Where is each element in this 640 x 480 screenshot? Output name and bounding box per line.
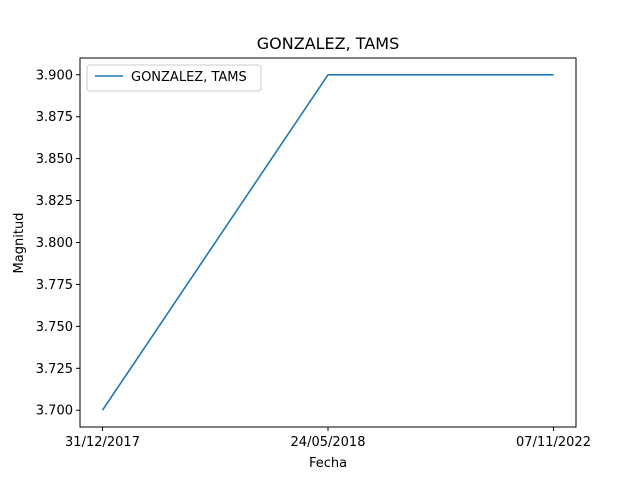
x-axis-label: Fecha — [309, 456, 347, 471]
legend: GONZALEZ, TAMS — [86, 64, 262, 92]
y-tick-label: 3.750 — [36, 320, 73, 335]
y-tick-label: 3.850 — [36, 152, 73, 167]
legend-box — [86, 64, 262, 92]
series-layer — [101, 73, 554, 411]
y-tick-label: 3.725 — [36, 362, 73, 377]
legend-label: GONZALEZ, TAMS — [131, 70, 247, 85]
y-axis: 3.700 3.725 3.750 3.775 3.800 3.825 3.850 3.875… — [36, 68, 80, 419]
y-tick-label: 3.825 — [36, 194, 73, 209]
y-tick-label: 3.700 — [36, 404, 73, 419]
x-tick-label: 07/11/2022 — [516, 435, 591, 450]
y-tick-label: 3.900 — [36, 68, 73, 83]
x-tick-label: 31/12/2017 — [65, 435, 140, 450]
plot-area — [79, 57, 577, 428]
y-axis-label: Magnitud — [12, 213, 27, 274]
y-tick-label: 3.800 — [36, 236, 73, 251]
y-tick-label: 3.875 — [36, 110, 73, 125]
series-line — [101, 73, 554, 411]
x-axis: 31/12/2017 24/05/2018 07/11/2022 — [65, 427, 591, 450]
x-tick-label: 24/05/2018 — [291, 435, 366, 450]
chart-title: GONZALEZ, TAMS — [257, 34, 399, 53]
y-tick-label: 3.775 — [36, 278, 73, 293]
